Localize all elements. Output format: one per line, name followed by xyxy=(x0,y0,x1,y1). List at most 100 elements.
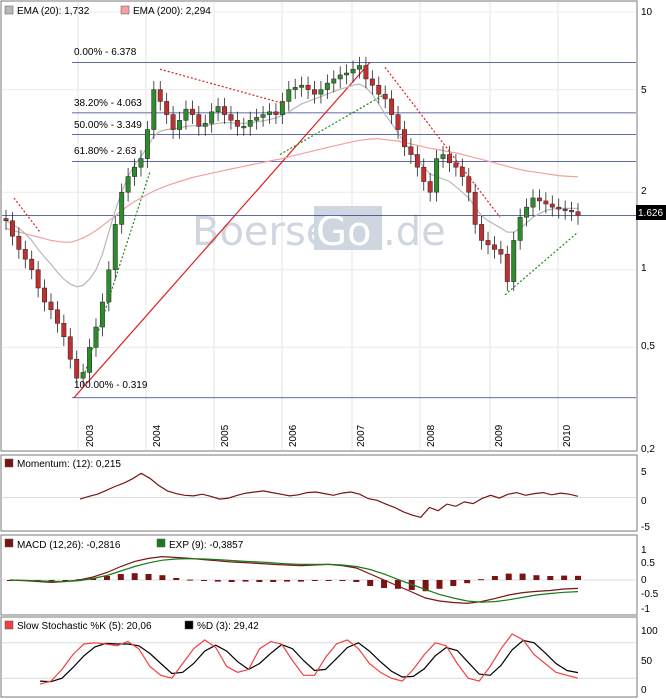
momentum-series xyxy=(2,472,636,518)
macd-histogram-bar xyxy=(422,580,429,592)
macd-histogram-bar xyxy=(297,580,304,582)
candle-body xyxy=(575,211,581,216)
macd-histogram-bar xyxy=(173,578,180,580)
macd-histogram-bar xyxy=(159,575,166,580)
candle-body xyxy=(80,372,86,379)
legend-swatch-stoch-k xyxy=(4,620,14,630)
y-tick-label: 1 xyxy=(641,263,647,274)
macd-histogram-bar xyxy=(381,580,388,588)
macd-histogram-bar xyxy=(367,580,374,586)
candle-body xyxy=(402,129,407,148)
candle-body xyxy=(99,301,105,328)
candle-body xyxy=(228,114,234,121)
macd-histogram-bar xyxy=(256,580,263,582)
candle-body xyxy=(337,74,343,80)
fib-trend-line xyxy=(73,61,371,399)
y-tick-label: 0 xyxy=(641,685,647,696)
macd-histogram-bar xyxy=(145,574,152,580)
candle-body xyxy=(414,154,420,168)
watermark-right: .de xyxy=(383,209,446,255)
candle-body xyxy=(138,158,144,168)
x-tick-label: 2005 xyxy=(220,424,231,447)
macd-histogram-bar xyxy=(284,580,291,582)
legend-swatch-stoch-d xyxy=(184,620,194,630)
candle-body xyxy=(286,89,292,102)
candle-body xyxy=(196,114,202,127)
price-grid xyxy=(2,2,636,450)
candle-body xyxy=(530,197,536,208)
candle-body xyxy=(35,269,41,289)
candle-body xyxy=(67,336,73,360)
x-tick-label: 2010 xyxy=(562,424,573,447)
y-tick-label: 0.5 xyxy=(641,558,655,569)
candle-body xyxy=(504,253,510,282)
last-price-label: 1.626 xyxy=(638,208,663,219)
legend-ema200: EMA (200): 2,294 xyxy=(133,6,211,17)
candle-body xyxy=(22,249,28,260)
y-tick-label: -5 xyxy=(641,522,650,533)
y-tick-label: 2 xyxy=(641,186,647,197)
candle-body xyxy=(305,84,311,90)
macd-line xyxy=(9,555,579,605)
macd-histogram-bar xyxy=(519,573,526,580)
candle-body xyxy=(292,87,298,90)
macd-histogram-bar xyxy=(187,579,194,581)
candle-body xyxy=(376,84,382,95)
macd-histogram-bar xyxy=(62,580,69,581)
sar-down-segment xyxy=(384,66,501,218)
fib-label: 38.20% - 4.063 xyxy=(74,98,142,109)
y-tick-label: 5 xyxy=(641,85,647,96)
x-tick-label: 2008 xyxy=(426,424,437,447)
macd-histogram-bar xyxy=(228,580,235,582)
y-tick-label: 0,5 xyxy=(641,341,655,352)
candle-body xyxy=(144,129,150,159)
candle-body xyxy=(273,111,279,115)
stoch-d-line xyxy=(39,639,579,683)
legend-momentum: Momentum: (12): 0,215 xyxy=(17,459,121,470)
candle-body xyxy=(267,111,272,115)
candle-body xyxy=(389,98,395,115)
candle-body xyxy=(234,120,240,127)
macd-histogram-bar xyxy=(117,574,124,580)
legend-stoch-k: Slow Stochastic %K (5): 20,06 xyxy=(17,621,152,632)
candle-body xyxy=(498,249,504,255)
macd-histogram-bar xyxy=(450,580,457,586)
candle-body xyxy=(112,224,118,271)
candle-body xyxy=(459,166,465,177)
legend-swatch-macd xyxy=(4,538,14,548)
price-legend: EMA (20): 1,732 EMA (200): 2,294 xyxy=(4,5,211,17)
candle-body xyxy=(524,206,530,218)
legend-exp: EXP (9): -0,3857 xyxy=(169,540,244,551)
macd-histogram-bar xyxy=(131,573,138,580)
candle-body xyxy=(299,84,305,88)
candle-body xyxy=(170,114,176,130)
candle-body xyxy=(3,218,9,221)
y-tick-label: 0,2 xyxy=(641,444,655,455)
macd-histogram-bar xyxy=(242,580,249,582)
candle-body xyxy=(9,220,15,237)
legend-swatch-exp xyxy=(156,538,166,548)
candle-body xyxy=(54,309,60,324)
macd-histogram-bar xyxy=(547,576,554,580)
candle-body xyxy=(344,72,350,76)
macd-histogram-bar xyxy=(325,580,332,581)
price-y-axis: 10 5 2 1 0,5 0,2 xyxy=(641,7,655,455)
legend-swatch-momentum xyxy=(4,458,14,468)
y-tick-label: 10 xyxy=(641,7,653,18)
macd-histogram-bar xyxy=(311,580,318,581)
price-series xyxy=(2,56,636,399)
candle-body xyxy=(517,216,523,241)
candle-body xyxy=(106,269,112,303)
sar-up-segment xyxy=(504,231,579,296)
legend-ema20: EMA (20): 1,732 xyxy=(17,6,90,17)
macd-histogram-bar xyxy=(200,580,207,581)
candle-body xyxy=(260,114,266,118)
macd-signal-line xyxy=(9,558,579,603)
sar-up-segment xyxy=(84,171,151,373)
stoch-k-line xyxy=(39,633,579,685)
ema200-line xyxy=(5,138,579,243)
candle-body xyxy=(408,146,414,155)
y-tick-label: 0 xyxy=(641,496,647,507)
watermark-box xyxy=(314,206,382,250)
